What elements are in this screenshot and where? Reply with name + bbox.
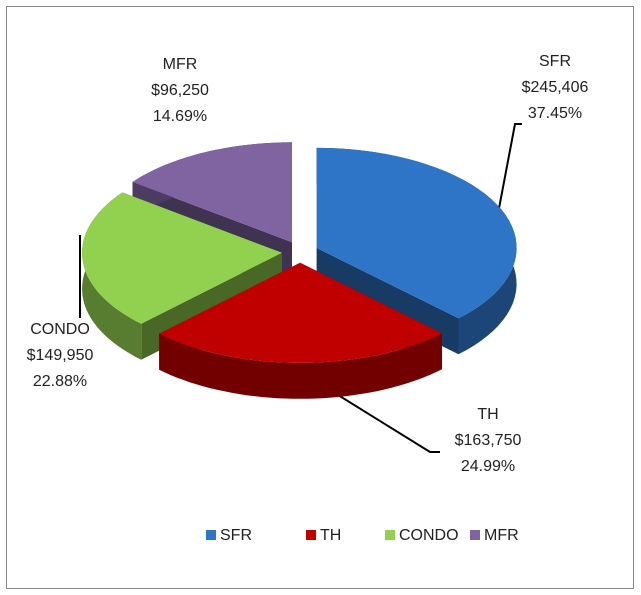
legend-label: TH xyxy=(320,527,341,544)
data-label-name: SFR xyxy=(539,53,571,70)
data-label-name: MFR xyxy=(163,56,198,73)
data-label-name: TH xyxy=(477,406,498,423)
legend-swatch xyxy=(470,530,480,540)
data-label-value: $163,750 xyxy=(455,432,522,449)
slice-group xyxy=(159,262,442,399)
legend-swatch xyxy=(385,530,395,540)
data-label-percent: 24.99% xyxy=(461,458,515,475)
leader-line xyxy=(329,389,440,453)
legend-swatch xyxy=(206,530,216,540)
data-label-value: $96,250 xyxy=(151,82,209,99)
data-label-percent: 14.69% xyxy=(153,108,207,125)
slice-side xyxy=(159,333,442,399)
leader-line xyxy=(492,123,522,241)
slice xyxy=(82,192,282,324)
slice xyxy=(316,147,517,319)
leader-lines xyxy=(79,123,522,453)
data-label-percent: 22.88% xyxy=(33,373,87,390)
legend-label: MFR xyxy=(484,527,519,544)
data-label-percent: 37.45% xyxy=(528,105,582,122)
legend-swatch xyxy=(306,530,316,540)
legend-label: CONDO xyxy=(399,527,459,544)
legend-label: SFR xyxy=(220,527,252,544)
slice xyxy=(159,262,442,363)
data-label-name: CONDO xyxy=(30,321,90,338)
slice xyxy=(132,142,292,243)
data-label-value: $245,406 xyxy=(522,79,589,96)
data-label-value: $149,950 xyxy=(27,347,94,364)
